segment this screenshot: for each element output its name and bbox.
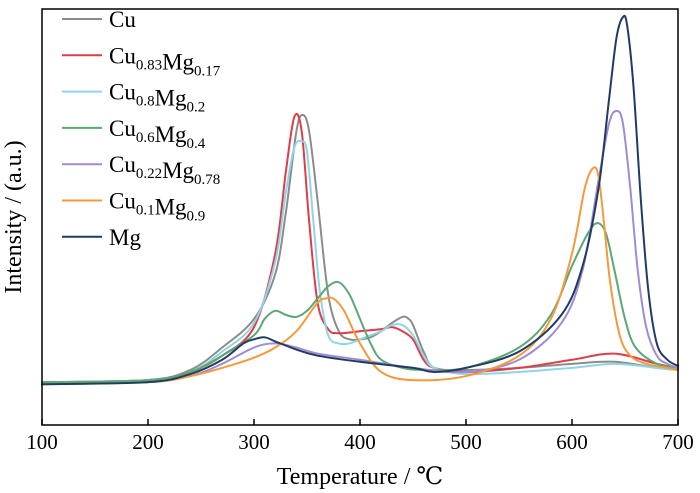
legend-label-5: Cu0.22Mg0.78 (109, 152, 220, 188)
legend-label-7: Mg (109, 225, 141, 250)
x-tick-label: 500 (450, 430, 482, 454)
legend-label-4: Cu0.6Mg0.4 (109, 116, 206, 152)
x-tick-label: 700 (662, 430, 694, 454)
y-axis-label: Intensity / (a.u.) (1, 140, 27, 293)
series-line-5 (41, 109, 679, 386)
legend-label-6: Cu0.1Mg0.9 (109, 189, 205, 225)
x-axis-label: Temperature / ℃ (277, 464, 443, 490)
x-tick-label: 600 (556, 430, 588, 454)
legend: Cu Cu0.83Mg0.17Cu0.8Mg0.2Cu0.6Mg0.4Cu0.22… (62, 7, 221, 250)
series-line-6 (41, 166, 679, 386)
series-line-7 (41, 14, 679, 386)
tick-layer: 100 200 300 400 500 600 700 (26, 419, 694, 454)
x-tick-label: 100 (26, 430, 58, 454)
legend-label-1: Cu (109, 7, 136, 32)
legend-label-3: Cu0.8Mg0.2 (109, 80, 205, 116)
x-tick-label: 400 (344, 430, 376, 454)
x-tick-label: 200 (132, 430, 164, 454)
series-layer (41, 14, 679, 386)
legend-label-2: Cu0.83Mg0.17 (109, 43, 221, 79)
series-line-1 (41, 114, 679, 384)
series-line-2 (41, 113, 679, 384)
x-tick-label: 300 (238, 430, 270, 454)
